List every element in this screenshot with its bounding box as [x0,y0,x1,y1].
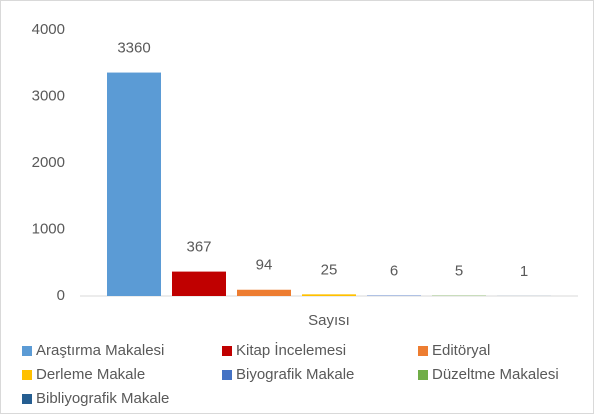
legend-swatch [22,370,32,380]
legend-swatch [418,370,428,380]
legend-label: Biyografik Makale [236,366,354,383]
y-tick-label: 4000 [32,21,65,38]
x-tick-label: Sayısı [308,312,350,329]
legend-swatch [222,346,232,356]
bar [107,72,161,296]
legend-label: Editöryal [432,342,490,359]
data-label: 1 [520,263,528,280]
legend-swatch [22,346,32,356]
y-tick-label: 1000 [32,220,65,237]
data-label: 94 [256,257,273,274]
data-label: 25 [321,261,338,278]
legend-label: Derleme Makale [36,366,145,383]
legend-swatch [222,370,232,380]
data-label: 5 [455,263,463,280]
y-tick-label: 2000 [32,154,65,171]
bar [172,271,226,296]
legend-label: Araştırma Makalesi [36,342,164,359]
data-label: 3360 [117,40,150,57]
bar [237,289,291,296]
data-label: 367 [186,239,211,256]
bar [302,294,356,296]
y-tick-label: 3000 [32,87,65,104]
legend-swatch [22,394,32,404]
legend-label: Kitap İncelemesi [236,341,346,359]
y-tick-label: 0 [57,287,65,304]
legend-label: Düzeltme Makalesi [432,366,559,383]
legend-swatch [418,346,428,356]
legend-label: Bibliyografik Makale [36,390,169,407]
data-label: 6 [390,263,398,280]
